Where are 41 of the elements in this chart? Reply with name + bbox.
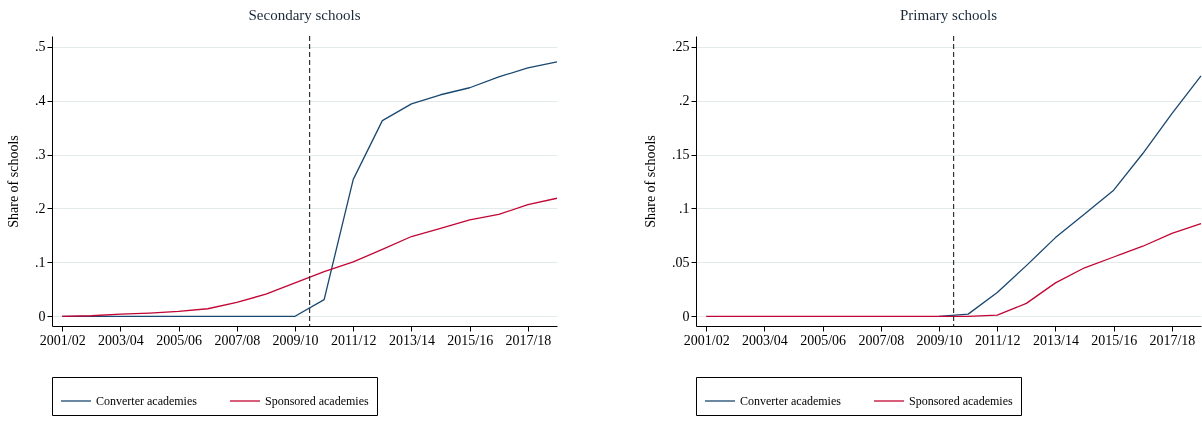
y-tick-label: .15 [672,147,690,163]
legend-label: Converter academies [740,394,842,408]
x-tick-label: 2001/02 [683,332,730,348]
x-tick-label: 2013/14 [1033,332,1079,348]
y-axis-title: Share of schools [6,135,21,228]
line-series [61,197,558,317]
x-tick-label: 2005/06 [800,332,847,348]
y-tick-label: .05 [672,254,690,270]
x-tick-label: 2003/04 [97,332,144,348]
x-tick-label: 2015/16 [447,332,494,348]
x-tick-label: 2009/10 [916,332,963,348]
legend-label: Sponsored academies [265,394,369,408]
x-tick-label: 2001/02 [39,332,86,348]
x-tick-label: 2013/14 [389,332,435,348]
y-tick-label: .1 [35,254,46,270]
y-tick-label: .4 [35,93,46,109]
chart-title: Primary schools [899,7,998,24]
x-tick-label: 2015/16 [1091,332,1138,348]
y-tick-label: .3 [35,147,46,163]
x-tick-label: 2007/08 [214,332,261,348]
y-tick-label: .2 [679,93,690,109]
x-tick-label: 2017/18 [505,332,552,348]
x-tick-label: 2017/18 [1149,332,1196,348]
x-tick-label: 2009/10 [272,332,319,348]
legend-label: Sponsored academies [909,394,1013,408]
y-axis-title: Share of schools [643,135,658,228]
chart-title: Secondary schools [248,7,361,24]
x-tick-label: 2011/12 [331,332,377,348]
x-tick-label: 2011/12 [975,332,1021,348]
y-tick-label: .25 [672,39,690,55]
x-tick-label: 2007/08 [858,332,905,348]
y-tick-label: 0 [682,308,690,324]
legend-label: Converter academies [96,394,198,408]
y-tick-label: .5 [35,39,46,55]
line-series [705,222,1202,317]
x-tick-label: 2005/06 [156,332,203,348]
x-tick-label: 2003/04 [741,332,788,348]
y-tick-label: .2 [35,200,46,216]
line-series [938,75,1202,317]
y-tick-label: 0 [38,308,46,324]
y-tick-label: .1 [679,200,690,216]
